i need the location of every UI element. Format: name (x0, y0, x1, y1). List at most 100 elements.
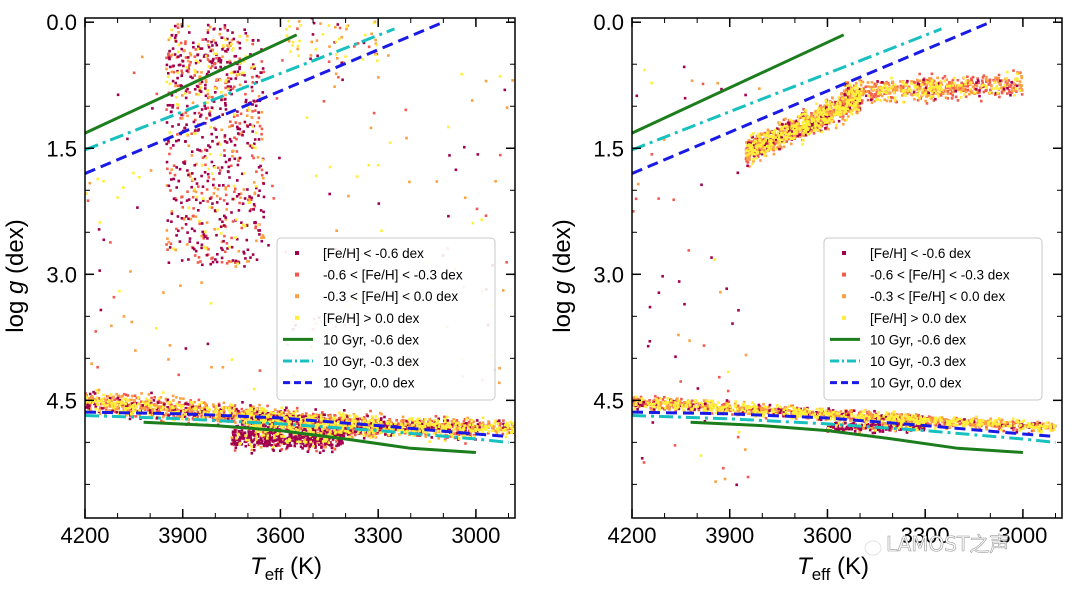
scatter-point (258, 229, 262, 232)
scatter-point (260, 132, 263, 136)
scatter-point (159, 408, 163, 412)
scatter-point (96, 403, 99, 406)
scatter-point (262, 420, 265, 423)
scatter-point (369, 126, 373, 130)
scatter-point (184, 40, 187, 43)
scatter-point (745, 159, 748, 163)
scatter-point (233, 190, 236, 193)
scatter-point (261, 234, 265, 237)
scatter-point (101, 402, 104, 405)
scatter-point (136, 397, 140, 400)
scatter-point (152, 399, 156, 402)
scatter-point (153, 396, 156, 399)
scatter-point (410, 420, 414, 423)
scatter-point (190, 132, 193, 135)
scatter-point (376, 432, 379, 435)
scatter-point (275, 97, 279, 100)
scatter-point (111, 404, 114, 408)
scatter-point (286, 444, 289, 447)
scatter-point (192, 409, 195, 412)
scatter-point (501, 432, 505, 436)
scatter-point (169, 189, 172, 192)
scatter-point (213, 126, 216, 130)
scatter-point (401, 419, 404, 422)
scatter-point (378, 426, 381, 430)
scatter-point (179, 41, 183, 45)
scatter-point (319, 414, 323, 417)
scatter-point (212, 192, 216, 195)
scatter-point (151, 414, 155, 418)
scatter-point (1000, 90, 1004, 94)
scatter-point (376, 59, 379, 62)
scatter-point (230, 418, 234, 422)
scatter-point (680, 397, 683, 401)
isochrone-line-0-lower (143, 420, 476, 454)
scatter-point (178, 240, 182, 243)
scatter-point (396, 429, 400, 432)
scatter-point (275, 433, 279, 436)
scatter-point (217, 56, 221, 60)
scatter-point (373, 434, 377, 438)
scatter-point (187, 217, 190, 221)
scatter-point (166, 406, 169, 409)
scatter-point (192, 189, 196, 193)
scatter-point (281, 442, 284, 445)
scatter-point (205, 117, 208, 120)
scatter-point (262, 195, 266, 199)
scatter-point (318, 451, 322, 454)
x-tick-label: 4200 (61, 523, 110, 548)
scatter-point (330, 423, 333, 426)
scatter-point (262, 182, 265, 185)
scatter-point (169, 55, 173, 58)
scatter-point (186, 231, 189, 234)
scatter-point (191, 405, 194, 409)
scatter-point (237, 433, 241, 436)
scatter-point (104, 399, 107, 402)
scatter-point (353, 45, 356, 48)
scatter-point (191, 195, 195, 199)
scatter-point (200, 222, 204, 225)
scatter-point (446, 421, 450, 425)
scatter-point (287, 426, 291, 430)
scatter-point (434, 426, 438, 429)
scatter-point (235, 412, 239, 416)
scatter-point (210, 106, 214, 109)
scatter-point (331, 438, 335, 441)
scatter-point (89, 407, 92, 411)
scatter-point (176, 215, 180, 218)
scatter-point (213, 166, 217, 169)
scatter-point (269, 418, 273, 421)
scatter-point (260, 442, 263, 445)
scatter-point (466, 423, 469, 427)
scatter-point (266, 412, 270, 415)
scatter-point (964, 84, 968, 88)
scatter-point (252, 408, 255, 411)
scatter-point (321, 428, 324, 431)
scatter-point (198, 219, 201, 223)
scatter-point (976, 77, 979, 80)
scatter-point (334, 433, 338, 437)
scatter-point (202, 199, 205, 202)
scatter-point (275, 426, 279, 430)
scatter-point (272, 425, 275, 429)
scatter-point (474, 427, 477, 431)
scatter-point (240, 226, 244, 230)
scatter-point (322, 432, 326, 435)
scatter-point (194, 406, 197, 409)
scatter-point (242, 60, 246, 63)
scatter-point (194, 407, 198, 411)
scatter-point (236, 70, 240, 74)
scatter-point (373, 418, 377, 422)
scatter-point (261, 158, 264, 162)
scatter-point (319, 419, 323, 422)
scatter-point (446, 415, 449, 419)
scatter-point (227, 76, 230, 80)
scatter-point (327, 440, 330, 443)
scatter-point (187, 173, 190, 177)
scatter-point (201, 156, 205, 159)
scatter-point (242, 188, 246, 191)
scatter-point (199, 260, 202, 263)
scatter-point (148, 404, 152, 408)
scatter-point (125, 393, 128, 397)
scatter-point (452, 419, 456, 423)
